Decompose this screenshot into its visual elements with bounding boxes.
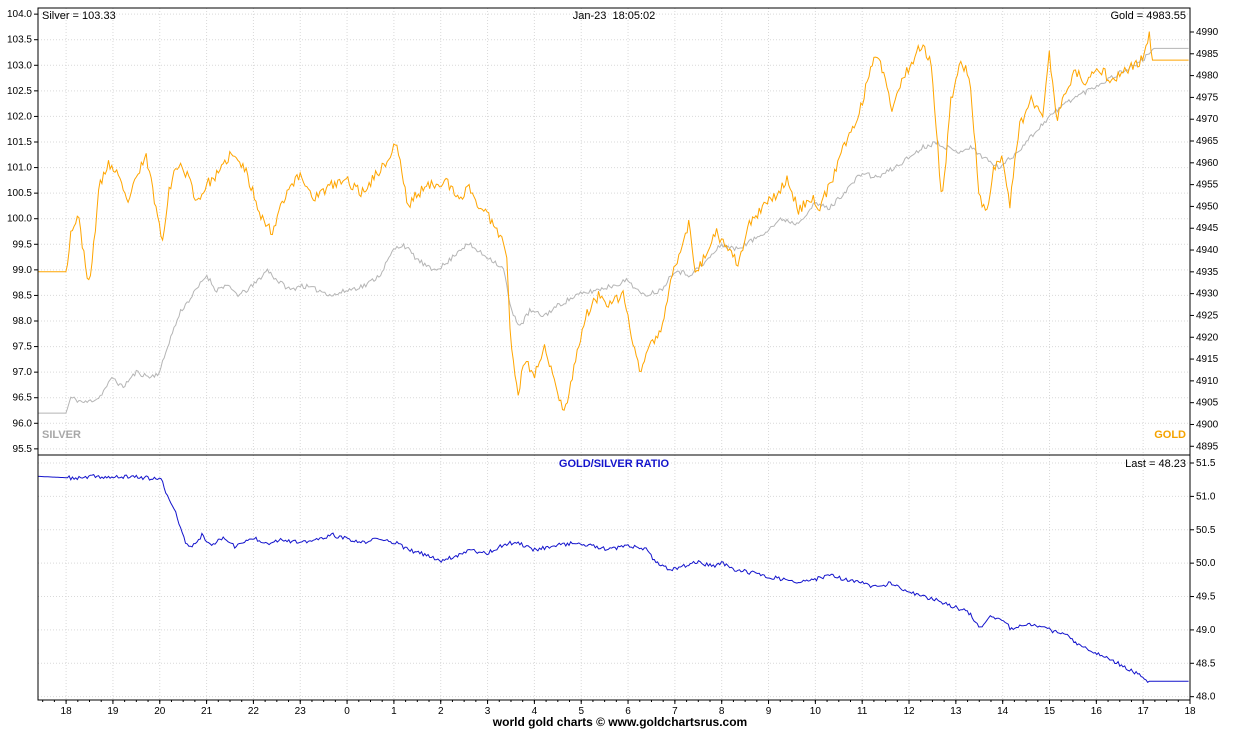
svg-text:97.5: 97.5 [13,342,33,353]
svg-text:49.0: 49.0 [1196,625,1216,636]
svg-text:2: 2 [438,706,444,717]
svg-text:4925: 4925 [1196,310,1219,321]
svg-text:51.5: 51.5 [1196,458,1216,469]
svg-text:4930: 4930 [1196,289,1219,300]
svg-text:13: 13 [950,706,962,717]
svg-text:4935: 4935 [1196,267,1219,278]
svg-text:4980: 4980 [1196,71,1219,82]
svg-text:103.0: 103.0 [7,60,32,71]
svg-text:4990: 4990 [1196,27,1219,38]
svg-text:100.0: 100.0 [7,214,32,225]
svg-text:96.0: 96.0 [13,418,33,429]
svg-text:4940: 4940 [1196,245,1219,256]
svg-text:19: 19 [107,706,119,717]
svg-text:51.0: 51.0 [1196,491,1216,502]
svg-text:95.5: 95.5 [13,444,33,455]
svg-text:4975: 4975 [1196,92,1219,103]
svg-text:50.5: 50.5 [1196,525,1216,536]
svg-text:4900: 4900 [1196,419,1219,430]
svg-text:12: 12 [903,706,915,717]
svg-text:11: 11 [857,706,868,717]
svg-text:100.5: 100.5 [7,188,32,199]
svg-text:18: 18 [1184,706,1196,717]
svg-text:103.5: 103.5 [7,35,32,46]
svg-text:102.5: 102.5 [7,86,32,97]
svg-text:4905: 4905 [1196,398,1219,409]
svg-text:98.5: 98.5 [13,290,33,301]
svg-text:6: 6 [625,706,631,717]
svg-text:9: 9 [766,706,772,717]
svg-text:99.0: 99.0 [13,265,33,276]
svg-text:98.0: 98.0 [13,316,33,327]
svg-text:4960: 4960 [1196,158,1219,169]
svg-text:8: 8 [719,706,725,717]
svg-text:104.0: 104.0 [7,9,32,20]
svg-text:15: 15 [1044,706,1056,717]
svg-text:14: 14 [997,706,1009,717]
svg-text:20: 20 [154,706,166,717]
svg-text:16: 16 [1091,706,1103,717]
svg-text:97.0: 97.0 [13,367,33,378]
svg-text:21: 21 [201,706,213,717]
svg-text:4945: 4945 [1196,223,1219,234]
svg-text:4895: 4895 [1196,441,1219,452]
svg-text:3: 3 [485,706,491,717]
svg-text:4: 4 [532,706,538,717]
svg-text:49.5: 49.5 [1196,592,1216,603]
svg-text:4955: 4955 [1196,180,1219,191]
svg-text:4970: 4970 [1196,114,1219,125]
svg-text:4965: 4965 [1196,136,1219,147]
svg-text:48.0: 48.0 [1196,692,1216,703]
svg-text:4920: 4920 [1196,332,1219,343]
svg-text:96.5: 96.5 [13,393,33,404]
svg-text:99.5: 99.5 [13,239,33,250]
svg-text:50.0: 50.0 [1196,558,1216,569]
svg-text:101.5: 101.5 [7,137,32,148]
svg-text:5: 5 [578,706,584,717]
svg-text:101.0: 101.0 [7,163,32,174]
svg-text:7: 7 [672,706,678,717]
svg-text:4910: 4910 [1196,376,1219,387]
svg-text:4915: 4915 [1196,354,1219,365]
svg-text:23: 23 [295,706,307,717]
svg-text:10: 10 [810,706,822,717]
svg-text:18: 18 [61,706,73,717]
svg-text:0: 0 [344,706,350,717]
svg-text:4950: 4950 [1196,201,1219,212]
svg-text:1: 1 [391,706,397,717]
svg-text:48.5: 48.5 [1196,658,1216,669]
svg-text:17: 17 [1138,706,1150,717]
svg-text:4985: 4985 [1196,49,1219,60]
svg-text:22: 22 [248,706,260,717]
svg-text:102.0: 102.0 [7,111,32,122]
